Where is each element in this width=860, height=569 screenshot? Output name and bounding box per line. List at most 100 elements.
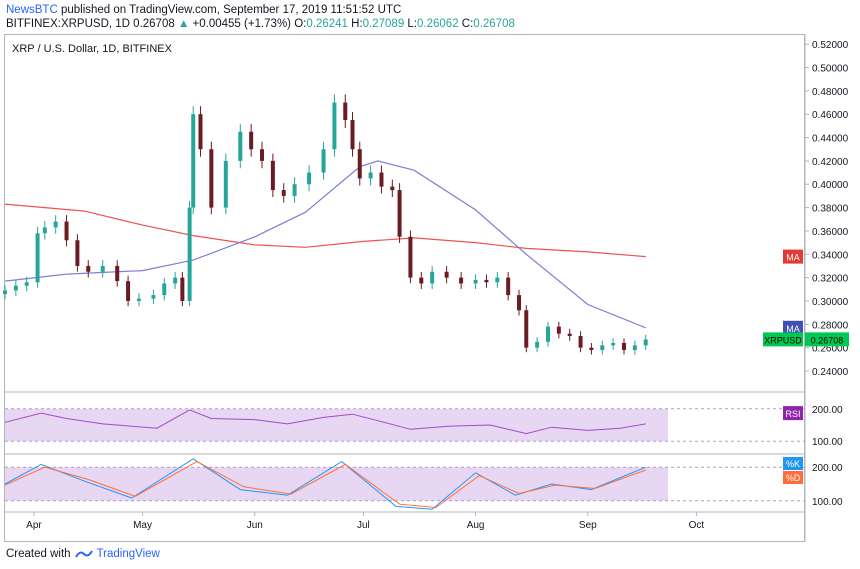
candle-body xyxy=(42,227,47,234)
candle-body xyxy=(191,114,196,208)
candle-body xyxy=(484,279,489,283)
candle-body xyxy=(86,265,91,272)
rsi-tick-label: 100.00 xyxy=(812,437,843,448)
low-value: 0.26062 xyxy=(417,18,459,30)
price-badge-value-label: 0.26708 xyxy=(811,335,844,345)
rsi-badge xyxy=(783,406,803,421)
candle-body xyxy=(126,281,131,301)
stoch-k-badge xyxy=(783,457,803,470)
candle-body xyxy=(24,282,29,286)
open-value: 0.26241 xyxy=(306,18,348,30)
price-tick-label: 0.24000 xyxy=(812,367,849,378)
created-with-text: Created with xyxy=(6,548,71,560)
candle-body xyxy=(75,240,80,266)
candle-body xyxy=(567,333,572,336)
tradingview-link[interactable]: TradingView xyxy=(96,548,160,560)
time-tick-label: Apr xyxy=(26,520,42,531)
price-tick-label: 0.26000 xyxy=(812,344,849,355)
change-value: +0.00455 (+1.73%) xyxy=(192,18,292,30)
candle-body xyxy=(292,184,297,196)
candle-body xyxy=(506,277,511,296)
candle-body xyxy=(260,149,265,161)
open-label: O: xyxy=(294,18,307,30)
candle-body xyxy=(13,285,18,291)
candle-body xyxy=(589,347,594,350)
chart-title: XRP / U.S. Dollar, 1D, BITFINEX xyxy=(12,43,173,55)
candle-body xyxy=(173,277,178,284)
candle-body xyxy=(357,149,362,179)
candle-body xyxy=(180,277,185,301)
stoch-k-line xyxy=(4,458,646,510)
close-value: 0.26708 xyxy=(473,18,515,30)
price-tick-label: 0.36000 xyxy=(812,227,849,238)
publisher-name[interactable]: NewsBTC xyxy=(6,4,58,16)
candle-body xyxy=(332,102,337,150)
candle-body xyxy=(632,345,637,350)
rsi-band xyxy=(5,408,668,442)
candle-body xyxy=(100,265,105,272)
stoch-d-badge xyxy=(783,471,803,484)
candle-body xyxy=(390,186,395,191)
ma-fast-line xyxy=(4,160,646,329)
price-tick-label: 0.42000 xyxy=(812,157,849,168)
candle-body xyxy=(350,120,355,150)
price-tick-label: 0.46000 xyxy=(812,110,849,121)
candle-body xyxy=(535,341,540,348)
candle-body xyxy=(444,271,449,278)
stoch-k-badge-label: %K xyxy=(786,459,800,469)
candle-body xyxy=(578,335,583,348)
stoch-d-line xyxy=(4,461,646,509)
price-tick-label: 0.32000 xyxy=(812,274,849,285)
candle-body xyxy=(307,172,312,185)
candle-body xyxy=(64,221,69,241)
candle-body xyxy=(115,265,120,282)
price-badge-symbol xyxy=(763,332,803,347)
last-price: 0.26708 xyxy=(133,18,175,30)
candle-body xyxy=(545,326,550,342)
ma-fast-badge xyxy=(783,320,803,335)
candle-body xyxy=(473,279,478,284)
candle-body xyxy=(209,149,214,208)
candle-body xyxy=(517,295,522,311)
time-tick-label: Aug xyxy=(467,520,485,531)
time-tick-label: May xyxy=(133,520,152,531)
price-tick-label: 0.38000 xyxy=(812,204,849,215)
candle-body xyxy=(556,326,561,334)
publisher-line: NewsBTC published on TradingView.com, Se… xyxy=(6,4,401,16)
symbol-line: BITFINEX:XRPUSD, 1D xyxy=(6,18,130,30)
stoch-tick-label: 200.00 xyxy=(812,463,843,474)
candle-body xyxy=(223,160,228,208)
published-text: published on TradingView.com, September … xyxy=(60,4,402,16)
rsi-line xyxy=(4,409,646,435)
ma-slow-badge xyxy=(783,249,803,264)
candle-body xyxy=(368,172,373,179)
low-label: L: xyxy=(407,18,418,30)
candle-body xyxy=(281,190,286,196)
candle-body xyxy=(321,149,326,173)
candle-body xyxy=(430,271,435,284)
candle-body xyxy=(187,207,192,301)
price-badge-symbol-label: XRPUSD xyxy=(764,335,802,345)
candle-body xyxy=(495,277,500,283)
price-badge-value xyxy=(805,332,849,347)
time-tick-label: Oct xyxy=(689,520,705,531)
candle-body xyxy=(524,310,529,348)
tradingview-logo-icon xyxy=(74,550,93,558)
stoch-tick-label: 100.00 xyxy=(812,497,843,508)
candle-body xyxy=(459,277,464,284)
price-tick-label: 0.34000 xyxy=(812,250,849,261)
candle-body xyxy=(162,283,167,296)
high-value: 0.27089 xyxy=(362,18,405,30)
candle-body xyxy=(622,342,627,350)
candle-body xyxy=(600,345,605,350)
candle-body xyxy=(198,114,203,150)
price-tick-label: 0.48000 xyxy=(812,87,849,98)
candle-body xyxy=(419,277,424,284)
price-tick-label: 0.28000 xyxy=(812,320,849,331)
candle-body xyxy=(3,290,7,295)
candle-body xyxy=(643,339,648,346)
candle-body xyxy=(35,233,40,283)
rsi-tick-label: 200.00 xyxy=(812,405,843,416)
candle-body xyxy=(397,190,402,237)
